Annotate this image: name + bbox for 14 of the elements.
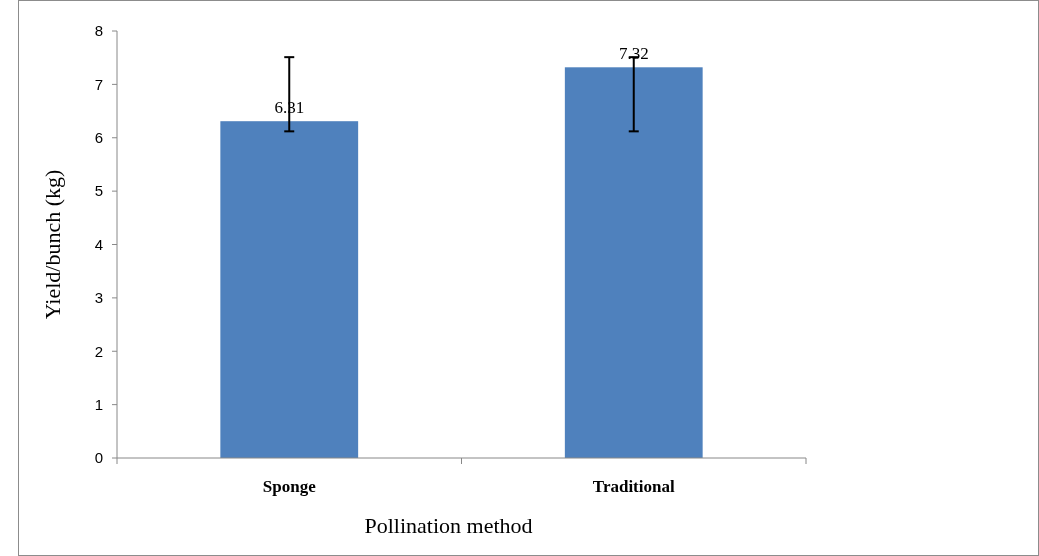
x-tick-label: Sponge xyxy=(262,477,317,496)
y-tick-label: 5 xyxy=(94,182,103,200)
y-tick-label: 8 xyxy=(94,22,103,40)
y-tick-label: 3 xyxy=(94,289,103,307)
y-tick-label: 6 xyxy=(94,129,103,146)
data-label: 7.32 xyxy=(618,44,649,64)
y-axis-title: Yield/bunch (kg) xyxy=(40,169,65,320)
y-tick-label: 2 xyxy=(94,342,103,360)
y-tick-label: 0 xyxy=(94,449,103,467)
y-tick-label: 4 xyxy=(94,235,103,253)
x-tick-label: Traditional xyxy=(592,477,675,496)
y-tick-label: 7 xyxy=(94,75,103,93)
y-tick-label: 1 xyxy=(94,395,103,413)
x-axis-title: Pollination method xyxy=(364,513,533,538)
